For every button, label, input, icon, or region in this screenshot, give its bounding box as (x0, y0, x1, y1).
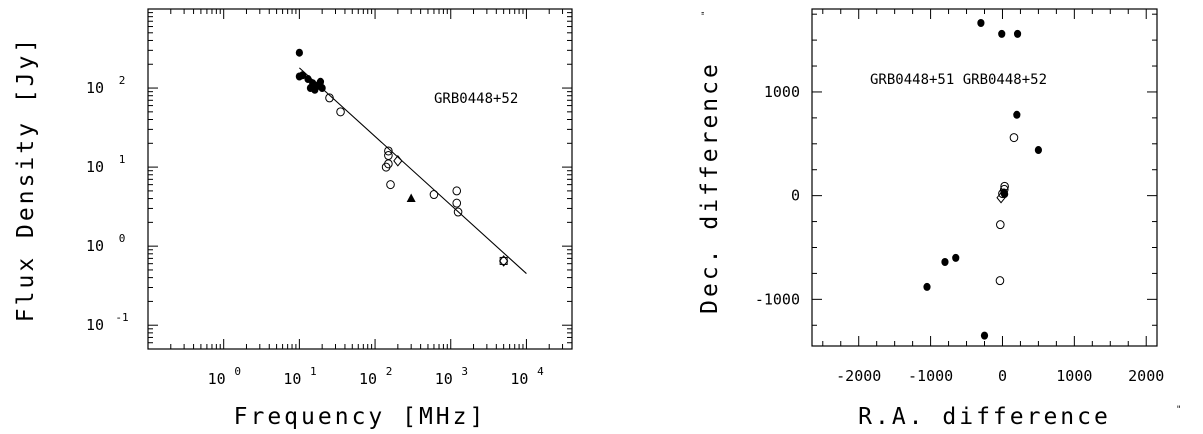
x-tick-label-exponent: 1 (310, 365, 317, 378)
x-tick-label: 2000 (1128, 367, 1164, 385)
y-tick-label: -1000 (755, 290, 800, 308)
data-point-open-circle (995, 276, 1005, 286)
left-plot-frame (147, 8, 573, 350)
x-tick-label: -2000 (836, 367, 881, 385)
right-plot-frame (811, 8, 1158, 347)
data-point-open-circle (999, 184, 1009, 194)
data-point-filled-circle (923, 282, 931, 291)
y-tick-label-exponent: 0 (119, 232, 126, 245)
data-point-filled-circle (941, 258, 949, 267)
source-annotation: GRB0448+52 (434, 91, 518, 107)
data-point-filled-circle (1013, 110, 1021, 119)
y-tick-label-exponent: 2 (119, 74, 126, 87)
y-axis-unit-mark: " (701, 11, 711, 16)
x-tick-label-exponent: 2 (386, 365, 393, 378)
x-tick-label-exponent: 0 (234, 365, 241, 378)
data-point-filled-circle (1034, 146, 1043, 155)
y-tick-label: 10 (86, 79, 104, 97)
data-point-open-circle (452, 198, 462, 208)
data-point-open-circle (384, 146, 393, 156)
x-tick-label: 1000 (1056, 367, 1092, 385)
y-tick-label: 10 (86, 316, 104, 334)
x-tick-label: 10 (208, 370, 226, 388)
data-point-open-circle (384, 151, 393, 161)
y-tick-label: 10 (86, 158, 104, 176)
data-point-filled-circle (1013, 29, 1022, 38)
data-point-open-diamond (499, 255, 509, 267)
data-point-filled-circle (298, 71, 307, 80)
y-tick-label: 0 (791, 187, 800, 205)
data-point-filled-circle (998, 29, 1006, 38)
left-plot: 10 0 10 1 10 2 10 3 10 4 10 -1 10 0 10 1 10 2 Frequency [M… (13, 8, 573, 430)
data-point-open-circle (998, 189, 1007, 199)
data-point-filled-circle (316, 77, 325, 86)
y-tick-label: 1000 (764, 83, 800, 101)
y-tick-label-exponent: 1 (119, 153, 126, 166)
x-axis-label: R.A. difference (858, 404, 1111, 430)
data-point-filled-circle (295, 48, 303, 57)
data-point-filled-circle (980, 331, 989, 340)
x-tick-label: 10 (435, 370, 453, 388)
y-axis-label: Dec. difference (697, 61, 723, 314)
data-point-open-diamond (393, 155, 403, 167)
data-point-filled-circle (977, 18, 985, 27)
x-axis-unit-mark: " (1176, 405, 1181, 415)
x-tick-label: 0 (998, 367, 1007, 385)
y-tick-label-exponent: -1 (115, 311, 128, 324)
x-tick-label-exponent: 3 (461, 365, 468, 378)
x-tick-label-exponent: 4 (537, 365, 544, 378)
data-point-open-circle (996, 220, 1005, 230)
data-point-filled-triangle (406, 193, 416, 203)
data-point-open-circle (325, 93, 334, 103)
x-tick-label: 10 (510, 370, 528, 388)
data-point-filled-circle (952, 253, 960, 262)
y-axis-label: Flux Density [Jy] (13, 36, 39, 322)
x-tick-label: -1000 (908, 367, 953, 385)
data-point-open-square (499, 256, 508, 265)
data-point-open-diamond (996, 191, 1006, 204)
data-point-open-circle (336, 107, 345, 117)
data-point-open-circle (452, 186, 462, 196)
x-tick-label: 10 (359, 370, 377, 388)
source-annotation: GRB0448+51 GRB0448+52 (870, 72, 1047, 88)
data-point-open-circle (453, 207, 463, 217)
data-point-open-circle (386, 180, 395, 190)
data-point-open-circle (1009, 133, 1019, 143)
x-axis-label: Frequency [MHz] (234, 404, 487, 430)
data-point-filled-circle (318, 84, 326, 93)
x-tick-label: 10 (283, 370, 301, 388)
data-point-open-circle (429, 190, 439, 200)
right-plot: -2000 -1000 0 1000 2000 -1000 0 1000 R.A. differ… (697, 8, 1181, 430)
fit-line (299, 67, 527, 274)
y-tick-label: 10 (86, 237, 104, 255)
